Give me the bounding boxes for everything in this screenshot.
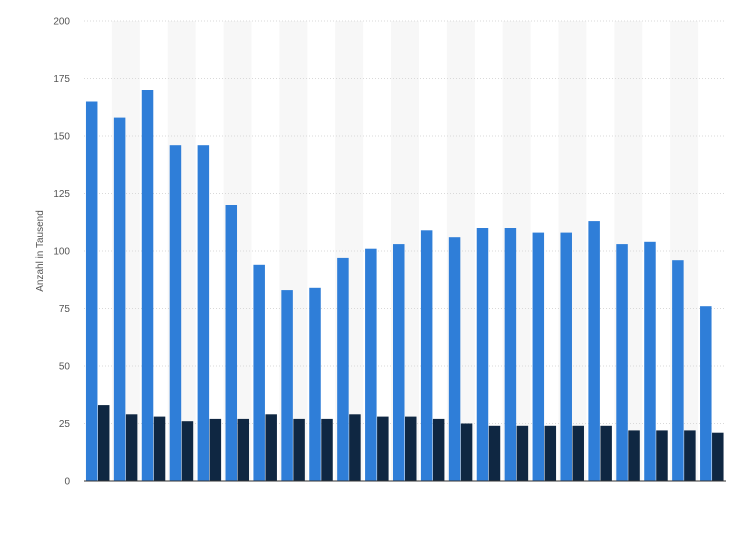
bar-series-1: [253, 264, 265, 481]
y-tick-label: 0: [64, 477, 70, 488]
bar-series-1: [365, 248, 377, 481]
y-tick-label: 50: [59, 362, 71, 373]
bar-series-2: [349, 414, 361, 481]
bar-series-2: [684, 430, 696, 481]
bar-series-2: [377, 416, 389, 481]
y-tick-label: 150: [53, 132, 70, 143]
bar-series-1: [141, 90, 154, 481]
bar-series-1: [113, 117, 126, 481]
bar-series-1: [644, 241, 656, 481]
bar-series-1: [448, 237, 461, 481]
bar-series-2: [488, 425, 501, 481]
y-axis-ticks: 0 25 50 75 100 125 150 175 200: [53, 17, 70, 488]
y-tick-label: 75: [59, 304, 71, 315]
bar-series-1: [392, 244, 405, 481]
y-axis-title: Anzahl in Tausend: [35, 210, 46, 292]
y-tick-label: 175: [53, 74, 70, 85]
bar-series-2: [432, 418, 445, 481]
bar-series-2: [125, 414, 138, 481]
y-tick-label: 125: [53, 189, 70, 200]
bar-series-2: [656, 430, 668, 481]
bar-series-1: [616, 244, 628, 481]
bar-series-1: [420, 230, 433, 481]
bar-series-1: [560, 232, 572, 481]
bar-series-1: [85, 101, 98, 481]
bar-series-2: [516, 425, 529, 481]
bar-series-2: [293, 418, 305, 481]
bar-series-2: [712, 432, 724, 481]
bar-series-2: [97, 405, 110, 481]
bar-series-2: [572, 425, 584, 481]
bar-series-2: [628, 430, 640, 481]
bar-series-1: [672, 260, 684, 481]
bar-series-1: [309, 287, 321, 481]
bar-series-2: [209, 418, 222, 481]
y-tick-label: 25: [59, 419, 71, 430]
bar-series-1: [504, 228, 517, 481]
bar-series-2: [600, 425, 612, 481]
bar-series-1: [197, 145, 210, 481]
bar-series-2: [153, 416, 166, 481]
bar-series-2: [237, 418, 250, 481]
bar-series-1: [700, 306, 712, 481]
bar-series-2: [544, 425, 557, 481]
bar-series-1: [476, 228, 489, 481]
bar-series-2: [181, 421, 194, 481]
bar-series-2: [460, 423, 473, 481]
bar-series-1: [281, 290, 293, 481]
bar-series-1: [337, 257, 349, 481]
bar-series-1: [532, 232, 545, 481]
bar-series-1: [225, 205, 238, 481]
bar-series-1: [169, 145, 182, 481]
bar-series-2: [265, 414, 277, 481]
bar-series-1: [588, 221, 600, 481]
bar-series-2: [405, 416, 417, 481]
y-tick-label: 200: [53, 17, 70, 28]
y-tick-label: 100: [53, 247, 70, 258]
bars: [85, 90, 724, 481]
bar-series-2: [321, 418, 333, 481]
